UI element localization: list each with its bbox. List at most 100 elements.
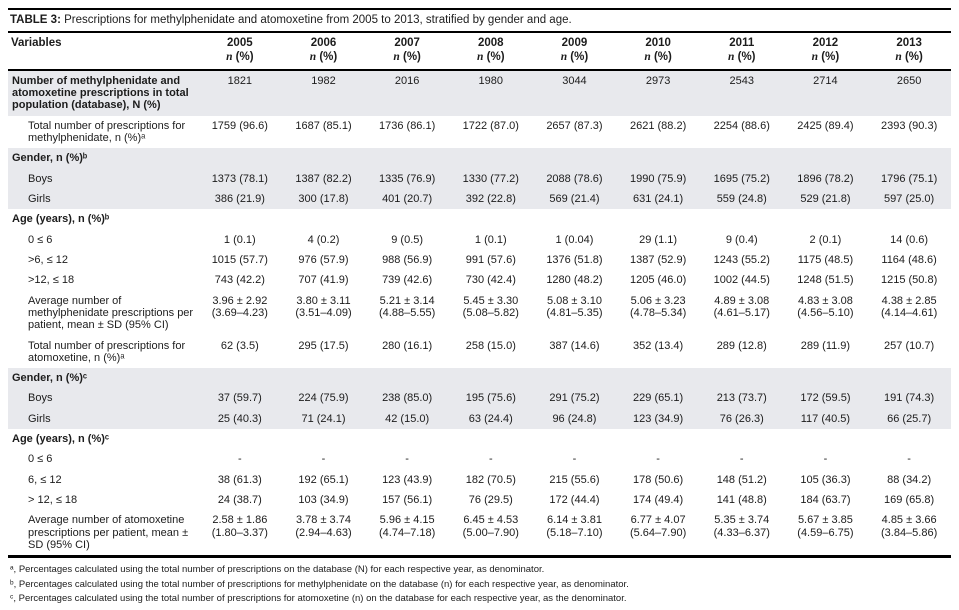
row-label: 6, ≤ 12: [28, 473, 62, 486]
table-row: Total number of prescriptions for methyl…: [8, 116, 951, 149]
value-cell: 182 (70.5): [465, 473, 516, 486]
value-cell: 178 (50.6): [633, 473, 684, 486]
value-cell: [532, 368, 617, 389]
table-row: Girls 25 (40.3) 71 (24.1) 42 (15.0) 63 (24.4…: [8, 408, 951, 430]
year-label: 2005: [227, 37, 253, 50]
table-row: Average number of methylphenidate prescr…: [8, 291, 951, 336]
value-cell: 184 (63.7): [800, 494, 851, 506]
table-caption: TABLE 3: Prescriptions for methylphenida…: [8, 8, 951, 34]
value-cell: 1980: [448, 69, 533, 116]
row-label: Average number of methylphenidate prescr…: [28, 294, 194, 332]
value-cell: 295 (17.5): [298, 339, 349, 352]
table-caption-label: TABLE 3:: [10, 14, 61, 26]
value-cell: 4.38 ± 2.85 (4.14–4.61): [880, 294, 938, 319]
value-cell: [365, 368, 449, 389]
value-cell: -: [739, 453, 744, 466]
value-cell: 37 (59.7): [198, 388, 282, 409]
unit-label: n (%): [644, 50, 672, 63]
value-cell: 6.77 ± 4.07 (5.64–7.90): [629, 514, 687, 539]
value-cell: 2621 (88.2): [629, 119, 687, 132]
value-cell: 3.80 ± 3.11 (3.51–4.09): [295, 294, 352, 319]
table-row: 0 ≤ 6 1 (0.1) 4 (0.2) 9 (0.5) 1 (0.1) 1 (0.04…: [8, 230, 951, 250]
value-cell: 76 (26.3): [699, 408, 784, 430]
value-cell: 1896 (78.2): [783, 168, 868, 189]
unit-label: n (%): [811, 50, 840, 63]
table-body: Number of methylphenidate and atomoxetin…: [8, 69, 951, 557]
value-cell: [867, 429, 951, 449]
value-cell: 6.14 ± 3.81 (5.18–7.10): [546, 514, 603, 539]
value-cell: [448, 368, 533, 389]
footnote: ᶜ, Percentages calculated using the tota…: [10, 592, 627, 604]
value-cell: 1280 (48.2): [546, 274, 603, 287]
table-row: > 12, ≤ 18 24 (38.7) 103 (34.9) 157 (56.1) 7…: [8, 490, 951, 510]
value-cell: 215 (55.6): [549, 473, 600, 486]
value-cell: 743 (42.2): [214, 274, 265, 287]
value-cell: 96 (24.8): [532, 408, 617, 430]
value-cell: 1002 (44.5): [713, 274, 770, 287]
table-row: Total number of prescriptions for atomox…: [8, 336, 951, 369]
value-cell: -: [907, 453, 911, 466]
value-cell: 3044: [532, 69, 617, 116]
value-cell: 238 (85.0): [365, 388, 449, 409]
value-cell: 1387 (82.2): [281, 168, 366, 189]
value-cell: 988 (56.9): [382, 253, 433, 266]
value-cell: 2393 (90.3): [880, 119, 938, 132]
value-cell: 123 (34.9): [616, 408, 700, 430]
value-cell: 42 (15.0): [365, 408, 449, 430]
row-label: Age (years), n (%)ᵇ: [12, 213, 110, 226]
row-label: >6, ≤ 12: [28, 253, 68, 266]
value-cell: 63 (24.4): [448, 408, 533, 430]
section-row: Age (years), n (%)ᶜ: [8, 429, 951, 449]
value-cell: 2016: [365, 69, 449, 116]
value-cell: 174 (49.4): [633, 494, 684, 506]
value-cell: [867, 148, 951, 169]
value-cell: 5.67 ± 3.85 (4.59–6.75): [797, 514, 854, 539]
footnote: ᵃ, Percentages calculated using the tota…: [10, 564, 545, 576]
value-cell: 387 (14.6): [549, 339, 600, 352]
value-cell: 1982: [281, 69, 366, 116]
value-cell: [532, 148, 617, 169]
year-label: 2011: [729, 37, 755, 50]
unit-label: n (%): [226, 50, 254, 63]
value-cell: 1215 (50.8): [880, 274, 938, 287]
value-cell: 1330 (77.2): [448, 168, 533, 189]
value-cell: 123 (43.9): [382, 473, 433, 486]
value-cell: [365, 209, 449, 229]
column-header-year: 2011 n (%): [699, 33, 784, 71]
value-cell: 4.83 ± 3.08 (4.56–5.10): [797, 294, 854, 319]
value-cell: 1248 (51.5): [797, 274, 854, 287]
value-cell: [198, 368, 282, 389]
table-row: 6, ≤ 12 38 (61.3) 192 (65.1) 123 (43.9) 182 …: [8, 470, 951, 490]
value-cell: -: [405, 453, 409, 466]
value-cell: 392 (22.8): [448, 189, 533, 210]
row-label: > 12, ≤ 18: [28, 494, 78, 506]
value-cell: 739 (42.6): [382, 274, 433, 287]
value-cell: 2973: [616, 69, 700, 116]
value-cell: 2543: [699, 69, 784, 116]
value-cell: 1387 (52.9): [629, 253, 687, 266]
value-cell: 1796 (75.1): [867, 168, 951, 189]
value-cell: 1335 (76.9): [365, 168, 449, 189]
value-cell: 401 (20.7): [365, 189, 449, 210]
value-cell: 191 (74.3): [867, 388, 951, 409]
value-cell: [783, 148, 868, 169]
unit-label: n (%): [477, 50, 505, 63]
value-cell: 2088 (78.6): [532, 168, 617, 189]
value-cell: -: [488, 453, 493, 466]
value-cell: 559 (24.8): [699, 189, 784, 210]
value-cell: [699, 148, 784, 169]
value-cell: 529 (21.8): [783, 189, 868, 210]
value-cell: 5.21 ± 3.14 (4.88–5.55): [379, 294, 436, 319]
row-label: Boys: [8, 388, 198, 409]
column-header-year: 2013 n (%): [867, 33, 951, 71]
value-cell: [281, 148, 366, 169]
value-cell: 730 (42.4): [465, 274, 516, 287]
value-cell: 2.58 ± 1.86 (1.80–3.37): [211, 514, 268, 539]
value-cell: 289 (11.9): [800, 339, 851, 352]
table-row: Average number of atomoxetine prescripti…: [8, 510, 951, 556]
value-cell: 14 (0.6): [890, 233, 929, 246]
value-cell: 976 (57.9): [298, 253, 349, 266]
value-cell: 157 (56.1): [382, 494, 433, 506]
value-cell: 2254 (88.6): [713, 119, 770, 132]
